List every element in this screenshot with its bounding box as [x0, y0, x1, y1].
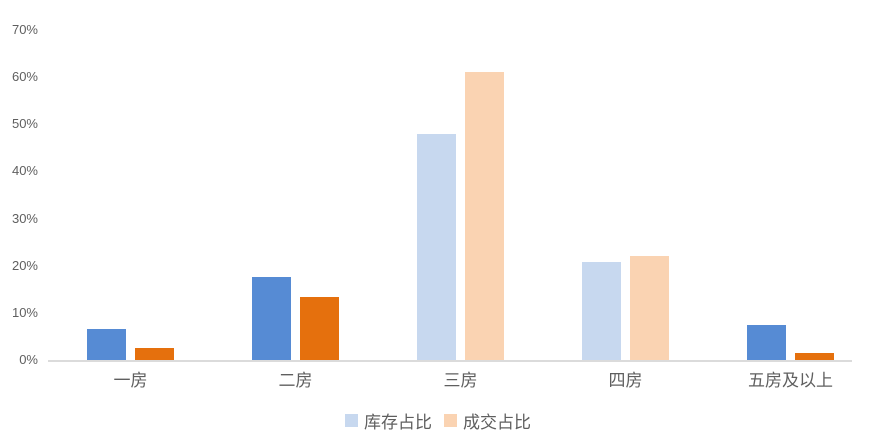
x-axis-line: [48, 360, 852, 362]
x-axis-category-label: 五房及以上: [748, 371, 833, 390]
y-axis-tick-label: 20%: [11, 257, 38, 273]
bar-series2-category4: [630, 256, 669, 360]
x-axis-category-label: 二房: [278, 371, 313, 390]
legend-label: 库存占比: [364, 413, 432, 432]
chart-legend: 库存占比 成交占比: [0, 408, 876, 433]
legend-item-series1: 库存占比: [345, 408, 432, 433]
y-axis-tick-label: 10%: [11, 304, 38, 320]
bar-series2-category5: [795, 352, 834, 360]
y-axis-tick-label: 40%: [11, 163, 38, 179]
y-axis-tick-label: 0%: [19, 352, 38, 367]
x-axis-category-label: 三房: [443, 371, 478, 390]
bar-series1-category4: [582, 262, 621, 360]
y-axis-tick-label: 30%: [11, 210, 38, 226]
legend-label: 成交占比: [463, 413, 531, 432]
bar-series1-category3: [417, 133, 456, 360]
y-axis-tick-label: 60%: [11, 69, 38, 85]
x-axis-category-label: 一房: [113, 371, 148, 390]
y-axis-tick-label: 70%: [11, 22, 38, 38]
x-axis-category-label: 四房: [608, 371, 643, 390]
bar-series1-category1: [87, 329, 126, 360]
bar-series1-category2: [252, 276, 291, 360]
legend-swatch-icon: [345, 414, 358, 427]
bar-series2-category1: [135, 348, 174, 360]
y-axis-tick-label: 50%: [11, 116, 38, 132]
bar-series1-category5: [747, 324, 786, 360]
legend-item-series2: 成交占比: [444, 408, 531, 433]
bar-series2-category3: [465, 72, 504, 360]
legend-swatch-icon: [444, 414, 457, 427]
bar-series2-category2: [300, 296, 339, 360]
